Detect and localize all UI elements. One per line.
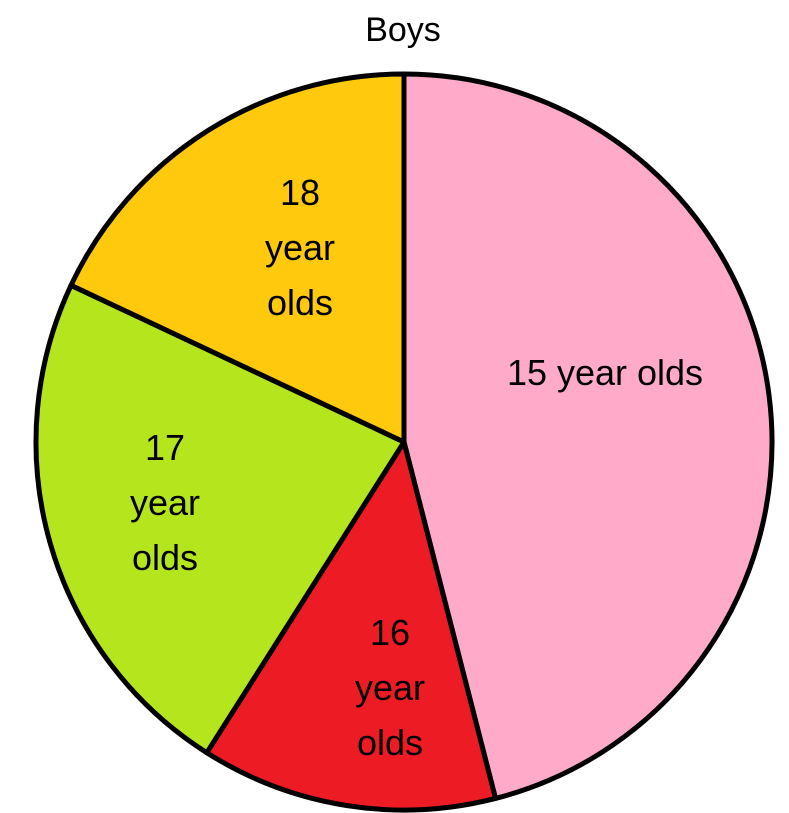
pie-slice — [204, 439, 499, 813]
slice-label-box: 17 year olds — [129, 427, 201, 578]
pie-slice — [401, 71, 775, 801]
slice-label: 15 year olds — [506, 352, 704, 393]
slice-label: 18 year olds — [264, 172, 336, 323]
pie-slice — [33, 282, 407, 756]
chart-title: Boys — [365, 11, 441, 49]
slice-label-box: 18 year olds — [264, 172, 336, 323]
slice-label: 17 year olds — [129, 427, 201, 578]
slice-label: 16 year olds — [354, 612, 426, 763]
pie-slice — [68, 71, 407, 445]
slice-label-box: 16 year olds — [354, 612, 426, 763]
slice-label-box: 15 year olds — [506, 352, 704, 393]
